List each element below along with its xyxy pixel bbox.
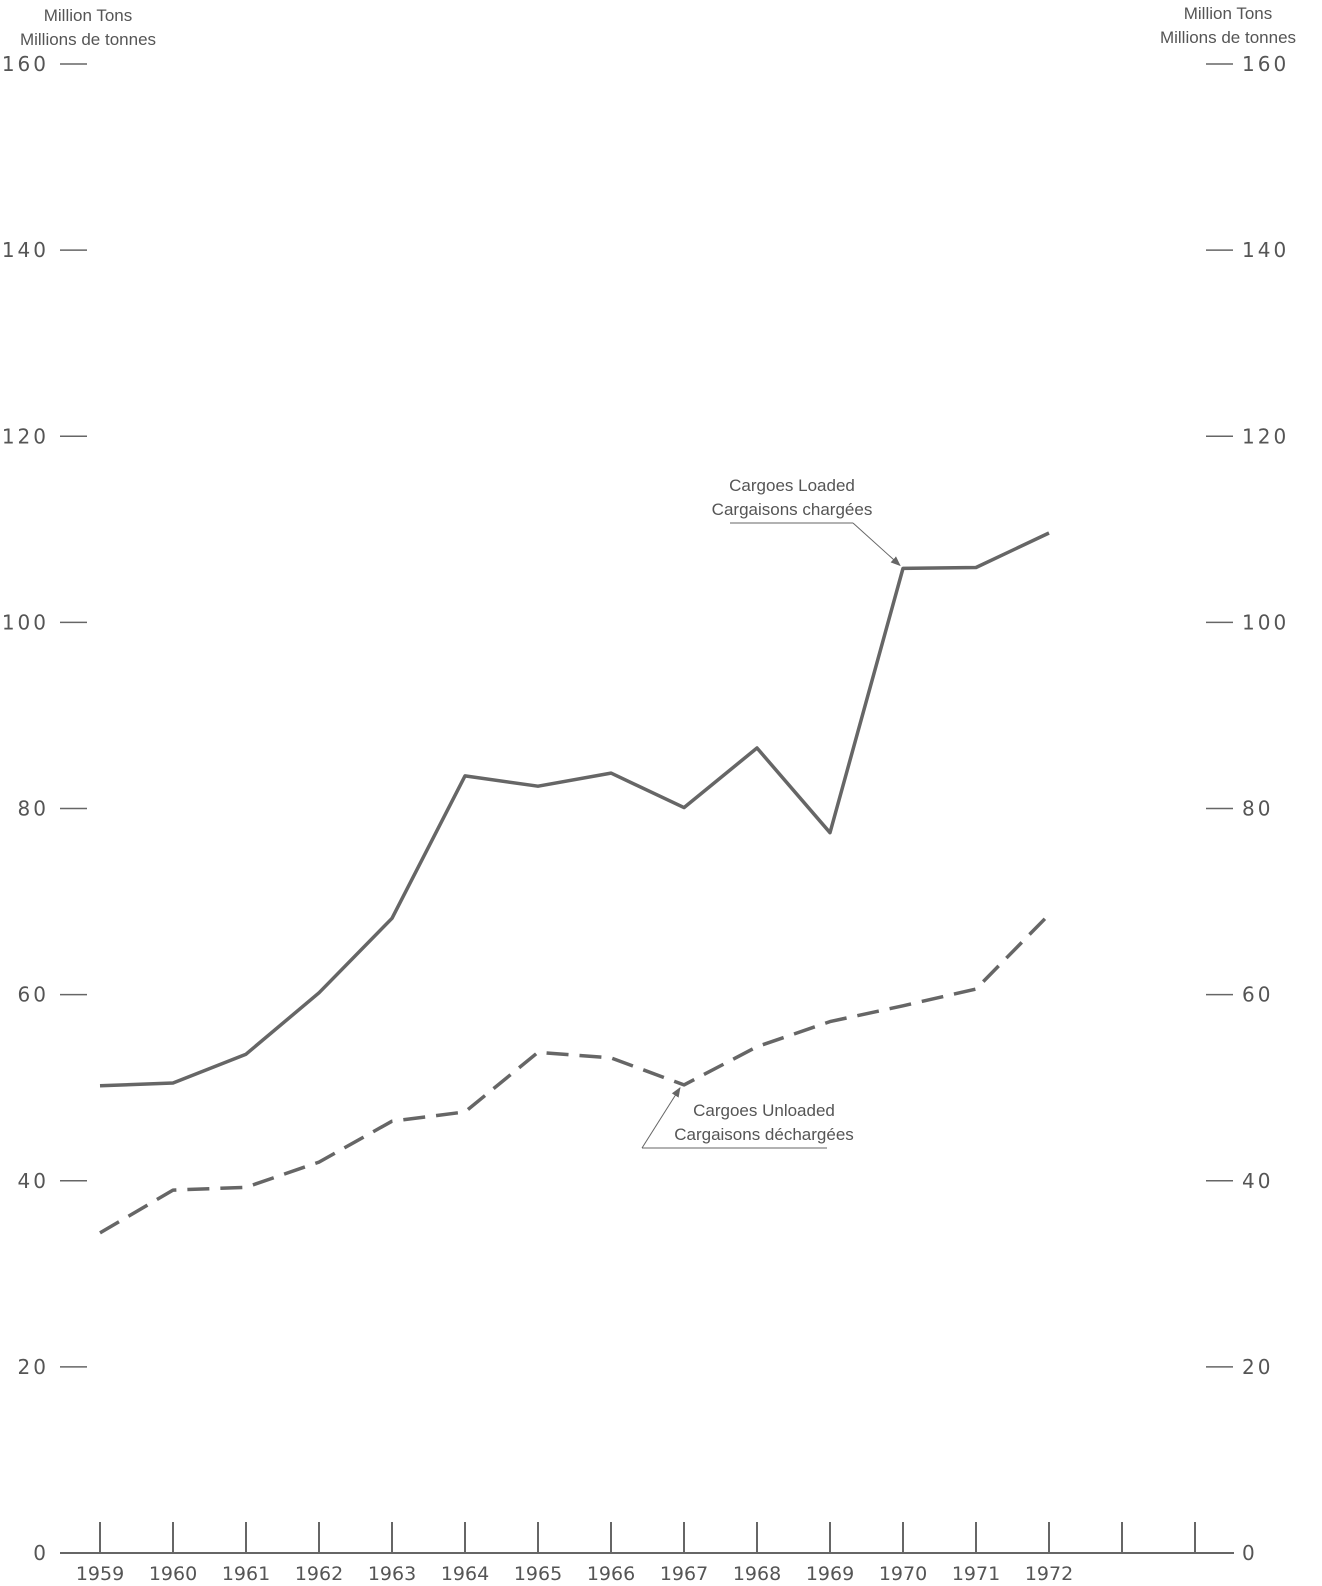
x-tick-label: 1968 (733, 1563, 781, 1585)
x-tick-label: 1969 (806, 1563, 854, 1585)
y-tick-label-right: 100 (1242, 610, 1289, 634)
annotation-unloaded-arrow (641, 1087, 681, 1149)
x-tick-label: 1961 (222, 1563, 270, 1585)
x-tick-label: 1963 (368, 1563, 416, 1585)
x-tick-label: 1964 (441, 1563, 489, 1585)
annotation-loaded-label: Cargoes Loaded (729, 476, 855, 495)
x-tick-label: 1972 (1025, 1563, 1073, 1585)
y-tick-label-left: 60 (18, 983, 49, 1007)
x-tick-label: 1960 (149, 1563, 197, 1585)
y-tick-label-left: 160 (2, 52, 49, 76)
annotation-unloaded-label: Cargoes Unloaded (693, 1101, 835, 1120)
left-axis-title-line-1: Million Tons (44, 6, 133, 25)
y-tick-label-left: 40 (18, 1169, 49, 1193)
y-tick-label-right: 140 (1242, 238, 1289, 262)
y-axis-right: 0 20 40 60 80 100 120 140 160 (1206, 52, 1289, 1565)
left-axis-title: Million Tons Millions de tonnes (20, 6, 156, 49)
y-tick-label-left: 140 (2, 238, 49, 262)
series-line-cargoes-loaded (99, 531, 1050, 1088)
y-tick-label-left: 20 (18, 1355, 49, 1379)
y-tick-label-left: 80 (18, 797, 49, 821)
x-tick-label: 1966 (587, 1563, 635, 1585)
y-tick-label-right: 0 (1242, 1541, 1258, 1565)
x-tick-label: 1959 (76, 1563, 124, 1585)
annotation-unloaded-label: Cargaisons déchargées (674, 1125, 854, 1144)
right-axis-title: Million Tons Millions de tonnes (1160, 4, 1296, 47)
series-layer (99, 531, 1051, 1235)
x-tick-label: 1962 (295, 1563, 343, 1585)
annotation-loaded-arrow (852, 522, 901, 567)
y-tick-label-right: 60 (1242, 983, 1273, 1007)
x-tick-label: 1967 (660, 1563, 708, 1585)
y-axis-left: 0 20 40 60 80 100 120 140 160 (2, 52, 87, 1565)
y-tick-label-right: 20 (1242, 1355, 1273, 1379)
y-tick-label-right: 40 (1242, 1169, 1273, 1193)
left-axis-title-line-2: Millions de tonnes (20, 30, 156, 49)
annotation-loaded-label: Cargaisons chargées (712, 500, 873, 519)
x-axis: 1959 1960 1961 1962 1963 1964 1965 1966 1967 1968… (60, 1522, 1234, 1585)
y-tick-label-right: 160 (1242, 52, 1289, 76)
y-tick-label-left: 120 (2, 424, 49, 448)
x-tick-label: 1971 (952, 1563, 1000, 1585)
series-line-cargoes-unloaded (99, 913, 1051, 1235)
y-tick-label-left: 100 (2, 610, 49, 634)
y-tick-label-left: 0 (33, 1541, 49, 1565)
right-axis-title-line-1: Million Tons (1184, 4, 1273, 23)
x-tick-label: 1965 (514, 1563, 562, 1585)
right-axis-title-line-2: Millions de tonnes (1160, 28, 1296, 47)
y-tick-label-right: 120 (1242, 424, 1289, 448)
y-tick-label-right: 80 (1242, 797, 1273, 821)
x-tick-label: 1970 (879, 1563, 927, 1585)
annotation-layer: Cargoes Loaded Cargaisons chargées Cargoes… (641, 476, 901, 1149)
